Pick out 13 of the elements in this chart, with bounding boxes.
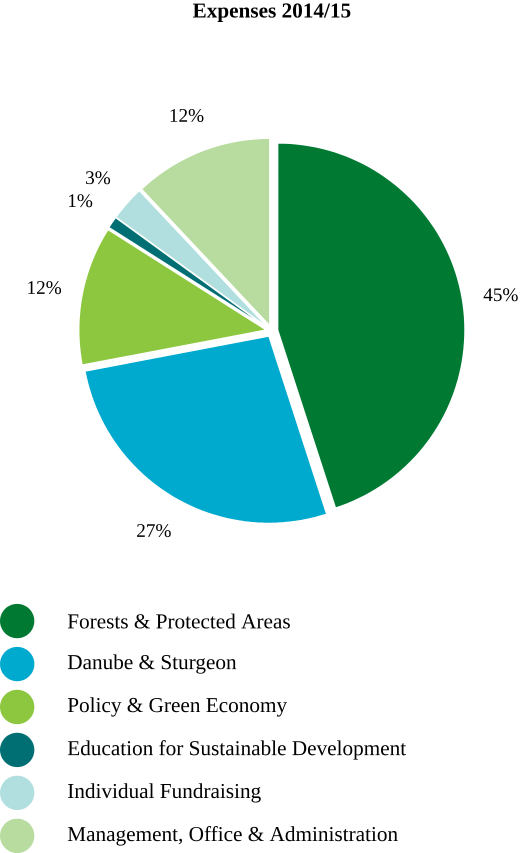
- legend-label: Danube & Sturgeon: [68, 654, 236, 674]
- legend-label: Forests & Protected Areas: [68, 614, 290, 629]
- data-label: 1%: [69, 194, 92, 208]
- legend-label: Individual Fundraising: [68, 783, 261, 803]
- data-label: 27%: [137, 524, 171, 538]
- data-label: 12%: [28, 281, 62, 294]
- data-label: 45%: [484, 288, 518, 302]
- legend-label: Management, Office & Administration: [68, 826, 398, 846]
- chart-title: Expenses 2014/15: [193, 3, 350, 22]
- data-label: 12%: [170, 108, 204, 122]
- legend-label: Policy & Green Economy: [68, 697, 288, 717]
- data-label: 3%: [86, 171, 110, 184]
- legend-label: Education for Sustainable Development: [68, 740, 406, 760]
